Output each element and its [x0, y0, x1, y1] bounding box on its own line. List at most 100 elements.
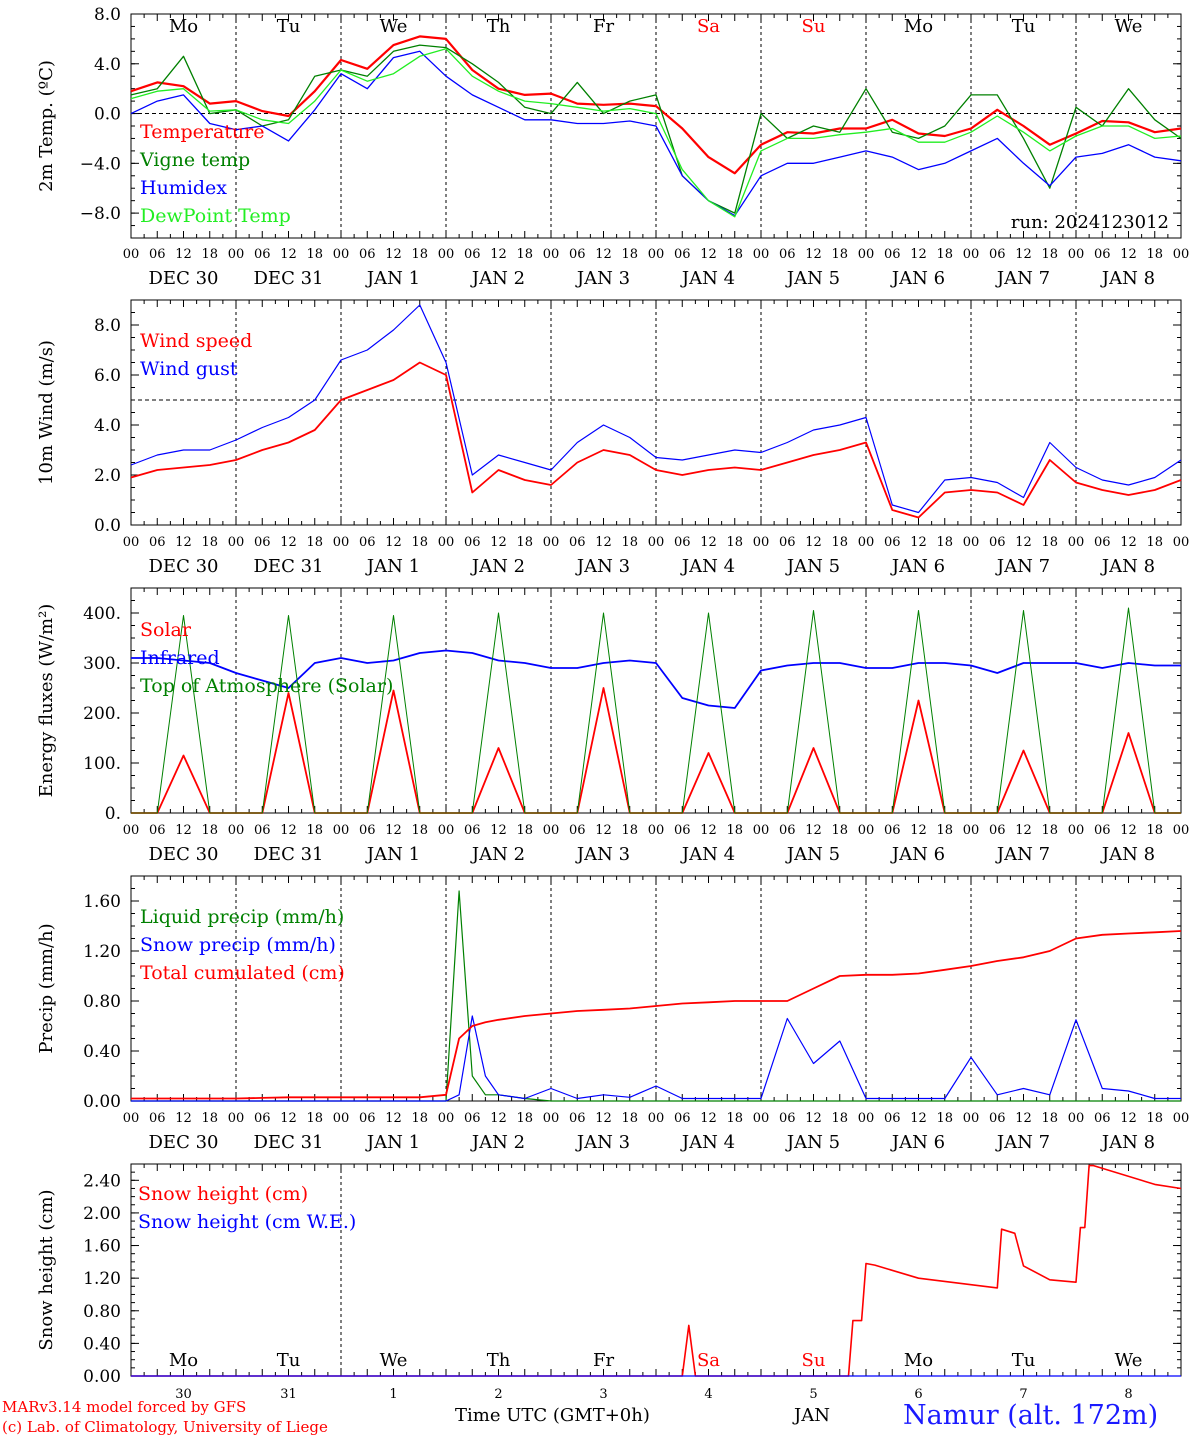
hour-tick-label: 06: [569, 823, 586, 838]
series-line-wind-gust: [130, 304, 1182, 514]
hour-tick-label: 18: [516, 823, 533, 838]
series-line-vigne-temp: [130, 44, 1182, 214]
hour-tick-label: 00: [543, 535, 560, 550]
hour-tick-label: 12: [490, 1111, 507, 1126]
hour-tick-label: 18: [726, 535, 743, 550]
hour-tick-label: 06: [464, 247, 481, 262]
y-tick-label: 0.: [105, 804, 121, 824]
hour-tick-label: 18: [516, 1111, 533, 1126]
date-label: JAN 6: [890, 844, 945, 865]
hour-tick-label: 12: [700, 247, 717, 262]
y-tick-label: 200.: [83, 704, 121, 724]
hour-tick-label: 00: [228, 535, 245, 550]
date-label: JAN 7: [995, 268, 1050, 289]
date-label: JAN 7: [995, 556, 1050, 577]
hour-tick-label: 00: [753, 823, 770, 838]
hour-tick-label: 12: [595, 535, 612, 550]
series-line-dewpoint-temp: [130, 48, 1182, 218]
hour-tick-label: 18: [411, 1111, 428, 1126]
hour-tick-label: 12: [1120, 247, 1137, 262]
hour-tick-label: 12: [280, 1111, 297, 1126]
hour-tick-label: 12: [1015, 535, 1032, 550]
hour-tick-label: 12: [1120, 823, 1137, 838]
weekday-label: Fr: [593, 1350, 614, 1371]
y-tick-label: 2.0: [94, 466, 121, 486]
date-label: JAN 7: [995, 844, 1050, 865]
hour-tick-label: 12: [175, 535, 192, 550]
hour-tick-label: 00: [123, 1111, 140, 1126]
weekday-label: We: [380, 1350, 408, 1371]
series-line-top-of-atmosphere-solar: [131, 607, 1181, 814]
weekday-label: Mo: [169, 1350, 198, 1371]
hour-tick-label: 12: [385, 247, 402, 262]
date-label: DEC 30: [149, 268, 219, 289]
legend-entry: Total cumulated (cm): [140, 962, 345, 984]
y-tick-label: 400.: [83, 604, 121, 624]
plot-frame: [130, 299, 1182, 526]
weekday-label: Sa: [697, 16, 720, 37]
hour-tick-label: 12: [280, 247, 297, 262]
date-label: JAN 4: [680, 844, 735, 865]
date-label: JAN 5: [785, 268, 840, 289]
y-tick-label: 0.00: [83, 1092, 121, 1112]
hour-tick-label: 06: [149, 823, 166, 838]
hour-tick-label: 18: [411, 823, 428, 838]
hour-tick-label: 12: [700, 823, 717, 838]
day-number-label: 6: [914, 1387, 922, 1402]
date-label: JAN 3: [575, 268, 630, 289]
hour-tick-label: 06: [674, 823, 691, 838]
time-axis-label: Time UTC (GMT+0h): [455, 1405, 650, 1426]
hour-tick-label: 06: [569, 535, 586, 550]
series-line-humidex: [130, 50, 1182, 217]
hour-tick-label: 00: [1068, 247, 1085, 262]
hour-tick-label: 18: [411, 247, 428, 262]
date-label: JAN 8: [1100, 1132, 1155, 1153]
hour-tick-label: 12: [700, 1111, 717, 1126]
hour-tick-label: 00: [438, 247, 455, 262]
hour-tick-label: 18: [621, 247, 638, 262]
date-label: JAN 8: [1100, 268, 1155, 289]
hour-tick-label: 06: [779, 535, 796, 550]
date-label: DEC 30: [149, 844, 219, 865]
date-label: JAN 1: [365, 844, 420, 865]
series-line-wind-speed: [130, 361, 1182, 519]
y-tick-label: 0.00: [83, 1367, 121, 1387]
y-tick-label: 1.60: [83, 1237, 121, 1257]
hour-tick-label: 12: [280, 535, 297, 550]
legend-entry: DewPoint Temp: [140, 205, 291, 227]
hour-tick-label: 12: [490, 247, 507, 262]
y-tick-label: 8.0: [94, 316, 121, 336]
hour-tick-label: 18: [621, 535, 638, 550]
y-tick-label: 8.0: [94, 5, 121, 25]
series-line-infrared: [131, 649, 1181, 709]
hour-tick-label: 12: [385, 535, 402, 550]
hour-tick-label: 06: [1094, 247, 1111, 262]
hour-tick-label: 12: [1120, 1111, 1137, 1126]
hour-tick-label: 00: [228, 1111, 245, 1126]
hour-tick-label: 06: [149, 247, 166, 262]
hour-tick-label: 06: [569, 247, 586, 262]
hour-tick-label: 12: [910, 247, 927, 262]
weekday-label: Tu: [1012, 1350, 1036, 1371]
date-label: JAN 6: [890, 1132, 945, 1153]
hour-tick-label: 06: [779, 1111, 796, 1126]
run-annotation: run: 2024123012: [1011, 212, 1169, 233]
hour-tick-label: 00: [1068, 535, 1085, 550]
y-axis-label: Precip (mm/h): [36, 923, 57, 1053]
hour-tick-label: 18: [516, 535, 533, 550]
hour-tick-label: 18: [936, 535, 953, 550]
hour-tick-label: 12: [805, 247, 822, 262]
hour-tick-label: 18: [1146, 247, 1163, 262]
legend-entry: Temperature: [140, 121, 264, 143]
hour-tick-label: 00: [858, 247, 875, 262]
hour-tick-label: 18: [726, 823, 743, 838]
hour-tick-label: 06: [989, 247, 1006, 262]
hour-tick-label: 18: [306, 535, 323, 550]
hour-tick-label: 12: [175, 1111, 192, 1126]
date-label: JAN 2: [470, 1132, 525, 1153]
weekday-label: Tu: [1012, 16, 1036, 37]
hour-tick-label: 00: [963, 1111, 980, 1126]
weekday-label: Su: [802, 16, 826, 37]
day-number-label: 3: [599, 1387, 607, 1402]
hour-tick-label: 06: [254, 1111, 271, 1126]
